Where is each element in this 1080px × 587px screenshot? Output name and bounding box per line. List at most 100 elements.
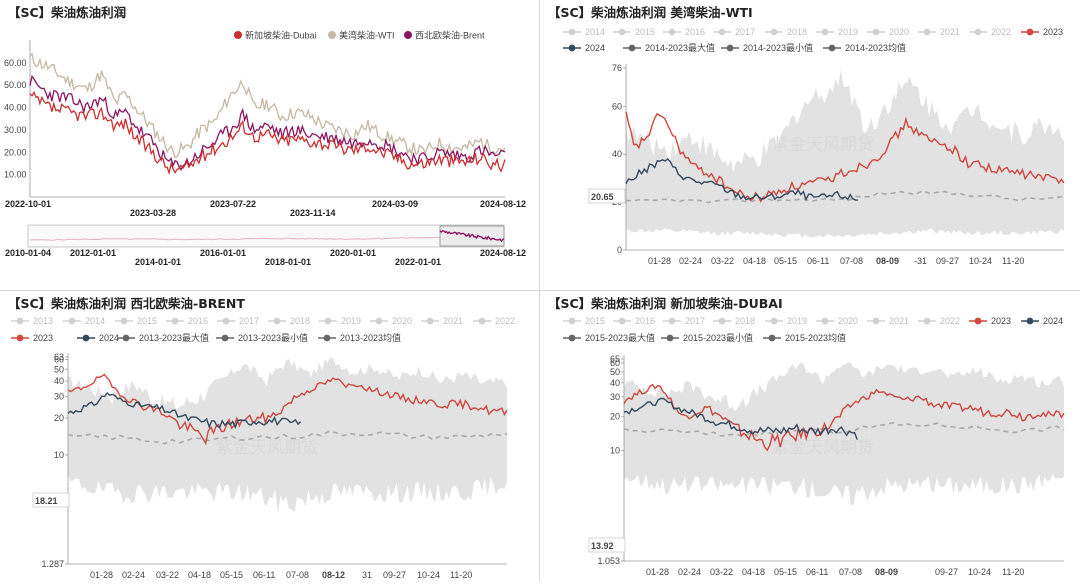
legend-item-label: 2021 <box>889 316 909 326</box>
legend-item-label: 2016 <box>188 316 208 326</box>
legend-item-label: 2014-2023均值 <box>845 42 906 53</box>
x-tick-label: 2022-10-01 <box>5 199 51 209</box>
x-tick-label: 05-15 <box>774 567 797 577</box>
legend-item-dot <box>120 317 128 325</box>
y-tick-label: 1.053 <box>597 556 620 566</box>
x-tick-label: 06-11 <box>807 256 829 266</box>
legend-item-label: 2017 <box>239 316 259 326</box>
legend-item-label: 2017 <box>685 316 705 326</box>
legend-item-label: 2024 <box>1043 316 1063 326</box>
x-tick-label: -31 <box>914 256 927 266</box>
legend-item-dot <box>568 317 576 325</box>
legend-item-dot <box>478 317 486 325</box>
navigator-frame <box>27 224 505 248</box>
legend-item-dot <box>872 28 880 36</box>
legend-item-label: 2015-2023最小值 <box>683 332 753 343</box>
x-tick-label: 03-22 <box>710 567 733 577</box>
series-line-dubai <box>29 90 506 176</box>
legend-item-label: 2022 <box>991 27 1011 37</box>
y-tick-label: 20.00 <box>4 147 27 157</box>
x-tick-label: 07-08 <box>839 567 862 577</box>
legend-item-dot <box>273 317 281 325</box>
x-tick-label: 31 <box>362 570 372 580</box>
legend-item-label: 2016 <box>685 27 705 37</box>
legend-item-label: 2013-2023最小值 <box>238 332 308 343</box>
navigator-label: 2020-01-01 <box>330 248 376 258</box>
series-line-avg <box>625 189 1065 204</box>
legend-item-label: 2023 <box>1043 27 1063 37</box>
legend-item-dot <box>426 317 434 325</box>
series-line-2023 <box>625 111 1065 203</box>
x-tick-label: 06-11 <box>806 567 828 577</box>
legend-item-dot <box>122 334 130 342</box>
panel-brent: 【SC】柴油炼油利润 西北欧柴油-BRENT 2013 2014 2015 2016 2… <box>0 291 539 582</box>
legend-item-dot <box>68 317 76 325</box>
legend-item-label: 2015 <box>635 27 655 37</box>
watermark: 紫金天风期货 <box>216 438 318 457</box>
x-tick-label: 2024-08-12 <box>480 199 526 209</box>
legend-item-label: 2016 <box>635 316 655 326</box>
y-tick-label: 60.00 <box>4 58 27 68</box>
legend-item-label: 2014-2023最大值 <box>645 42 715 53</box>
navigator-selection-line <box>439 230 505 243</box>
x-tick-label: 05-15 <box>774 256 797 266</box>
y-tick-label: 10 <box>54 450 64 460</box>
navigator-history-line <box>29 236 441 241</box>
panel-title: 【SC】柴油炼油利润 <box>8 5 127 20</box>
series-line-wti <box>29 52 506 159</box>
y-tick-label: 30.00 <box>4 125 27 135</box>
legend-item-label: 2014 <box>585 27 605 37</box>
y-tick-label: 0 <box>617 245 622 255</box>
y-tick-label: 30 <box>54 391 64 401</box>
legend-item-dot <box>16 317 24 325</box>
x-tick-label: 08-09 <box>875 567 898 577</box>
legend-item-label: 2021 <box>940 27 960 37</box>
y-tick-label: 40 <box>612 149 622 159</box>
y-tick-label: 40 <box>54 376 64 386</box>
x-tick-label: 05-15 <box>220 570 243 580</box>
x-tick-label: 04-18 <box>742 567 765 577</box>
legend-item-label: 2017 <box>735 27 755 37</box>
x-tick-label: 04-18 <box>188 570 211 580</box>
series-line-2024 <box>623 397 858 440</box>
navigator-label: 2024-08-12 <box>480 248 526 258</box>
y-tick-label: 60 <box>610 358 620 368</box>
legend-item-label: 2013-2023最大值 <box>139 332 209 343</box>
legend-item-dot <box>770 317 778 325</box>
legend-item-label: 2014-2023最小值 <box>743 42 813 53</box>
y-tick-label: 76 <box>612 63 622 73</box>
legend-item-label: 2014 <box>85 316 105 326</box>
legend-item-label: 2018 <box>290 316 310 326</box>
legend-item-label: 2024 <box>585 43 605 53</box>
panel-title: 【SC】柴油炼油利润 新加坡柴油-DUBAI <box>548 296 783 311</box>
legend-item-dot <box>666 334 674 342</box>
panel-dubai: 【SC】柴油炼油利润 新加坡柴油-DUBAI 2015 2016 2017 2018 2… <box>540 291 1080 582</box>
y-tick-label: 60 <box>612 101 622 111</box>
x-tick-label: 04-18 <box>743 256 766 266</box>
legend-item-label: 2013-2023均值 <box>340 332 401 343</box>
panel-divider-horizontal <box>0 290 1080 291</box>
legend-item-label: 2020 <box>889 27 909 37</box>
legend-item-label: 2022 <box>940 316 960 326</box>
x-tick-label: 07-08 <box>840 256 863 266</box>
y-tick-label: 40.00 <box>4 103 27 113</box>
y-tick-label: 63 <box>54 352 64 362</box>
legend-item-label: 2019 <box>787 316 807 326</box>
legend-item-dot <box>718 28 726 36</box>
legend-item-label: 2015-2023最大值 <box>585 332 655 343</box>
current-value-label: 13.92 <box>591 541 614 551</box>
x-tick-label: 03-22 <box>711 256 734 266</box>
series-line-2024 <box>67 391 302 429</box>
legend-item-dot <box>923 28 931 36</box>
legend-item-dot <box>923 317 931 325</box>
legend-item-label: 2018 <box>787 27 807 37</box>
y-tick-label: 30 <box>610 392 620 402</box>
series-line-brent <box>29 74 506 171</box>
y-tick-label: 10.00 <box>4 170 27 180</box>
range-band <box>624 362 1064 506</box>
legend-item-dot <box>618 28 626 36</box>
legend-item-label: 2018 <box>735 316 755 326</box>
legend-item-label: 2023 <box>33 333 53 343</box>
range-band <box>68 357 507 514</box>
x-tick-label: 11-20 <box>450 570 472 580</box>
